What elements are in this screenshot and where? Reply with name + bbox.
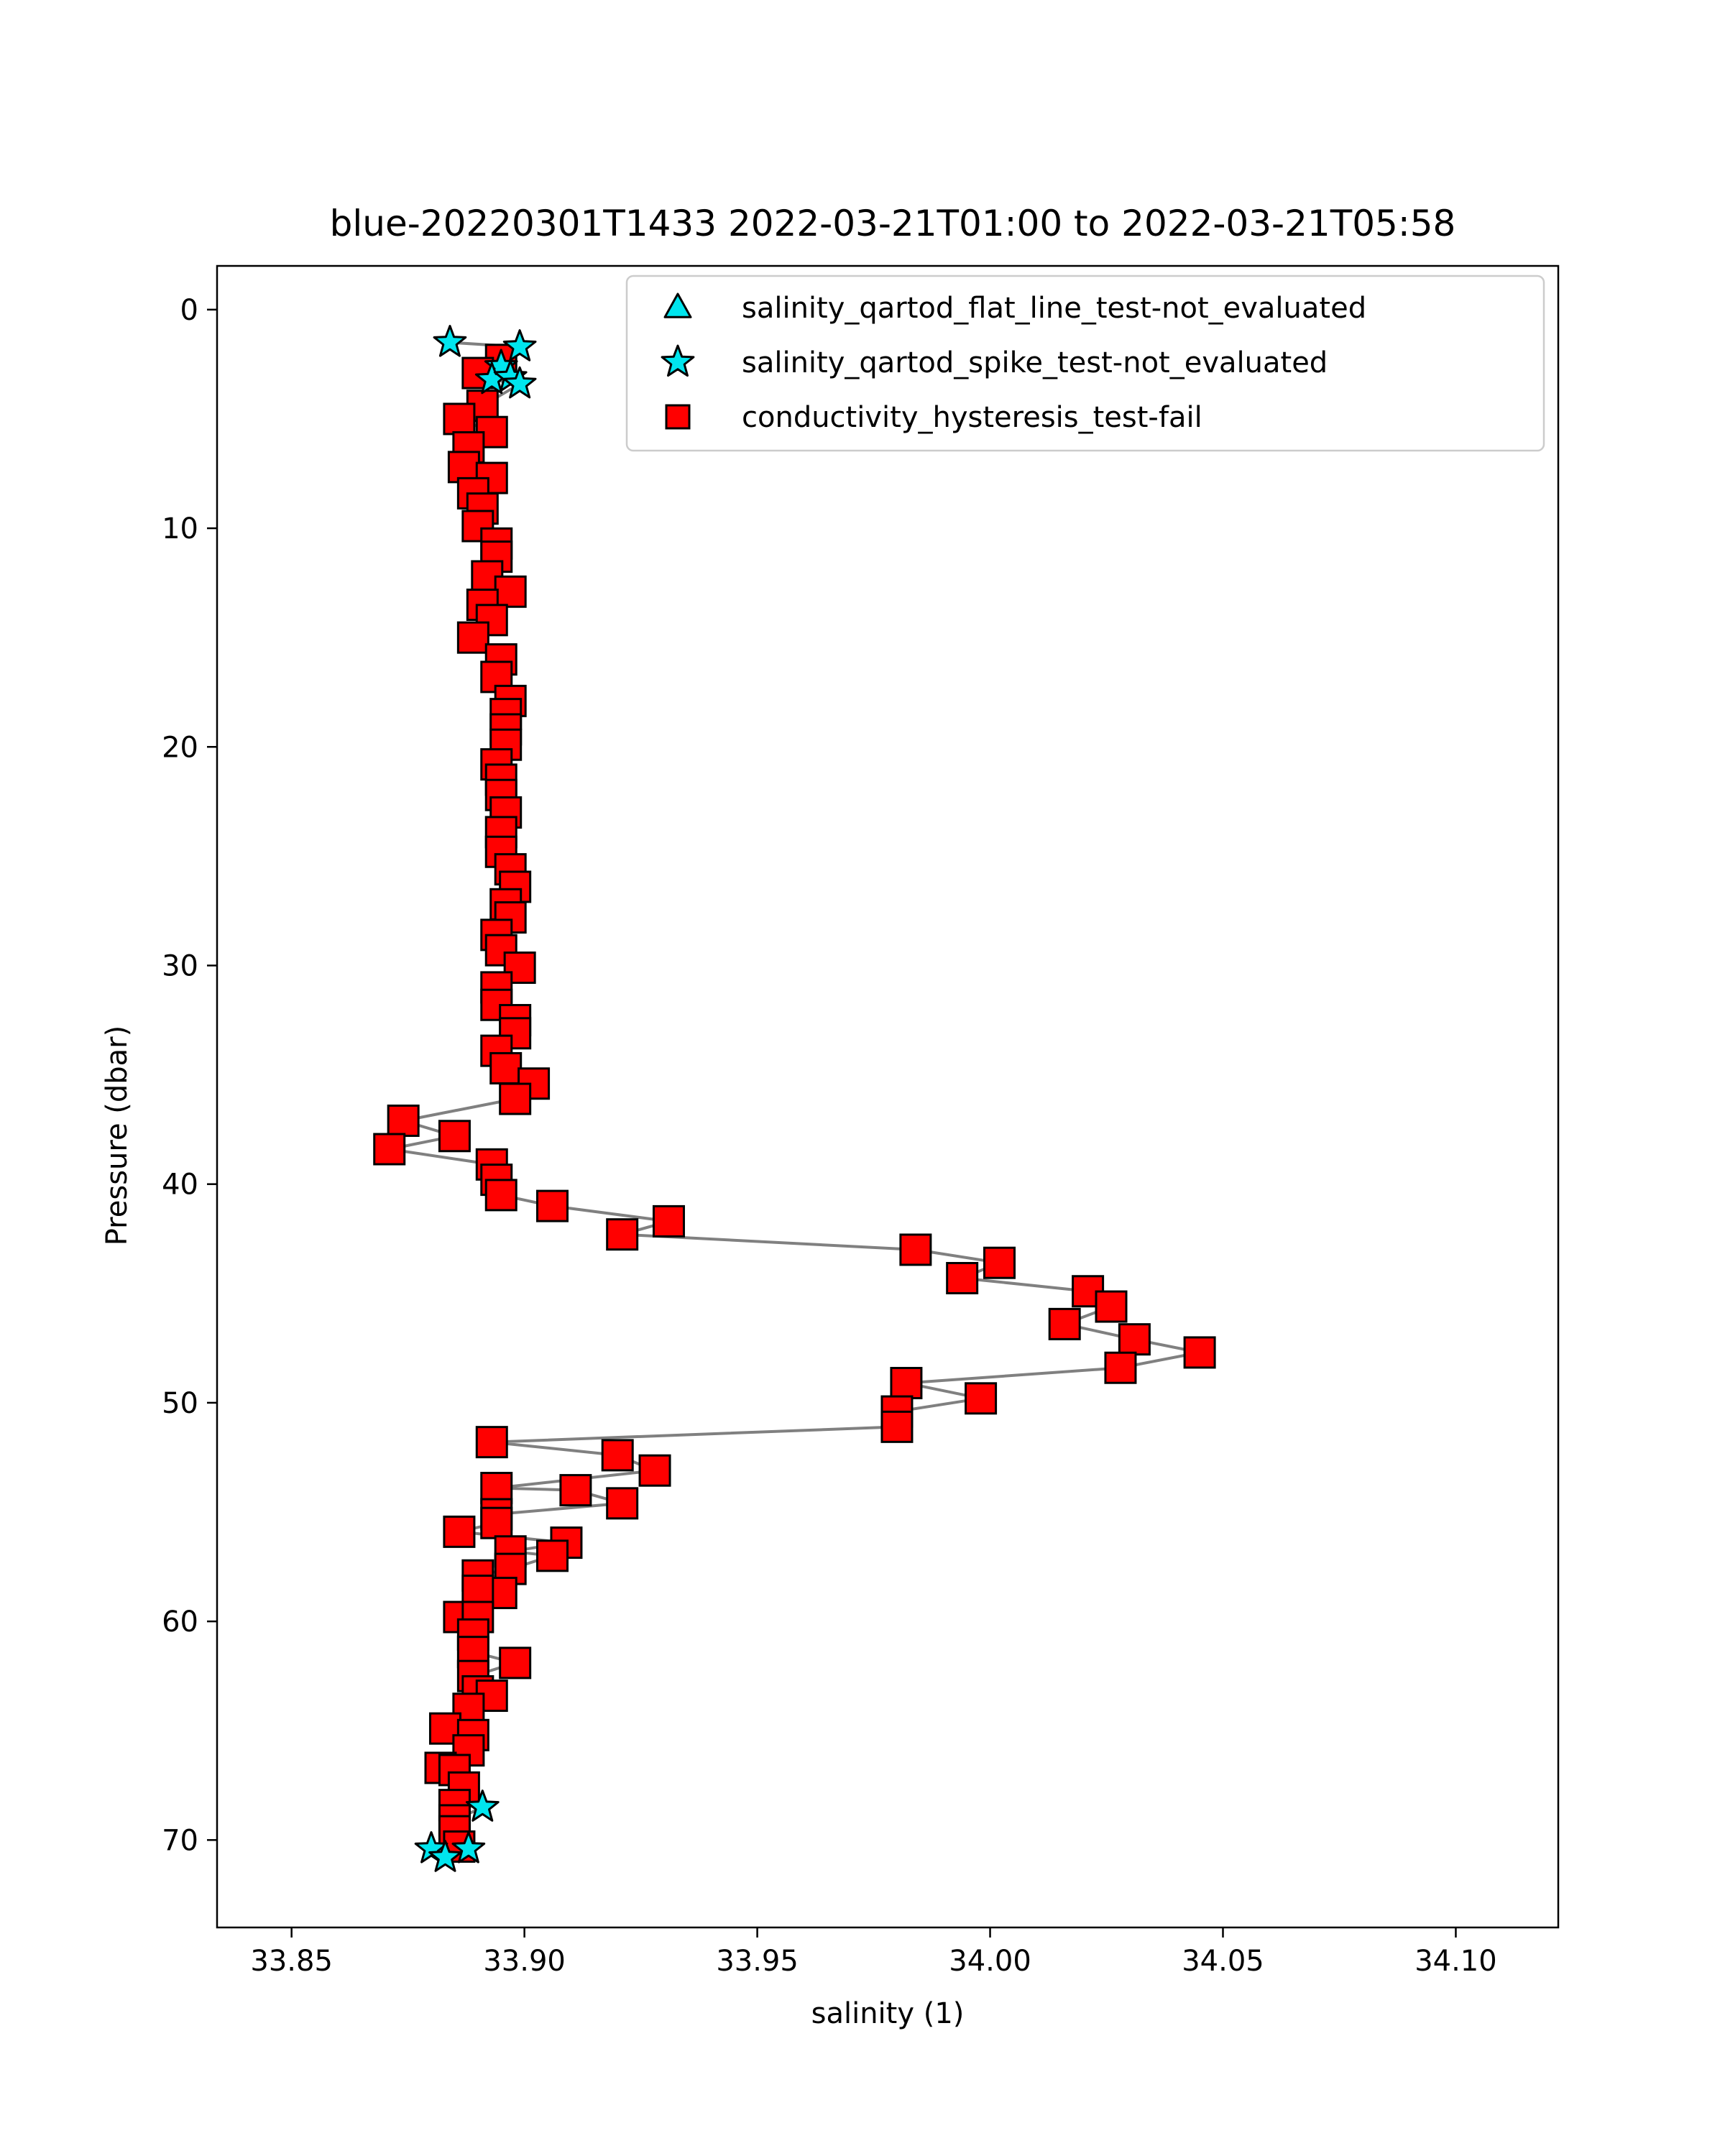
hysteresis-fail-point-55 <box>983 1246 1016 1279</box>
y-tick-label-1: 10 <box>162 512 198 545</box>
spike-not-evaluated-point-6 <box>465 1789 500 1822</box>
y-tick-label-2: 20 <box>162 731 198 764</box>
chart-title: blue-20220301T1433 2022-03-21T01:00 to 2… <box>330 203 1456 244</box>
hysteresis-fail-point-52 <box>652 1204 685 1238</box>
x-tick-label-0: 33.85 <box>250 1945 333 1978</box>
spike-not-evaluated-point-1 <box>502 329 537 361</box>
hysteresis-fail-point-72 <box>606 1487 639 1520</box>
hysteresis-fail-point-53 <box>606 1218 639 1251</box>
spike-not-evaluated-point-8 <box>428 1840 462 1872</box>
hysteresis-fail-point-44 <box>499 1082 532 1115</box>
hysteresis-fail-point-46 <box>438 1120 471 1153</box>
x-axis-label: salinity (1) <box>811 1997 965 2030</box>
legend-star-icon <box>661 344 695 377</box>
axes: 33.85 33.90 33.95 34.00 34.05 34.10 0 10 20 30 40 5… <box>162 264 1560 1978</box>
hysteresis-fail-point-50 <box>484 1179 518 1212</box>
hysteresis-fail-point-77 <box>536 1539 569 1572</box>
hysteresis-fail-point-58 <box>1095 1290 1128 1323</box>
plot-frame <box>216 264 1560 1929</box>
qc-markers <box>373 325 1216 1872</box>
x-tick-label-1: 33.90 <box>483 1945 566 1978</box>
hysteresis-fail-point-62 <box>1104 1351 1137 1384</box>
hysteresis-fail-point-61 <box>1183 1336 1216 1369</box>
hysteresis-fail-point-69 <box>638 1454 671 1487</box>
hysteresis-fail-point-70 <box>559 1474 592 1507</box>
hysteresis-fail-point-75 <box>443 1515 476 1548</box>
y-tick-label-4: 40 <box>162 1169 198 1202</box>
hysteresis-fail-point-67 <box>475 1426 508 1459</box>
hysteresis-fail-point-17 <box>456 621 489 654</box>
legend-label-1: salinity_qartod_spike_test-not_evaluated <box>742 346 1328 379</box>
legend-label-0: salinity_qartod_flat_line_test-not_evalu… <box>742 292 1366 325</box>
spike-not-evaluated-point-0 <box>433 325 467 357</box>
y-tick-label-5: 50 <box>162 1387 198 1420</box>
hysteresis-fail-point-87 <box>499 1646 532 1680</box>
hysteresis-fail-point-63 <box>890 1367 923 1400</box>
spike-not-evaluated-point-9 <box>451 1831 486 1864</box>
hysteresis-fail-point-82 <box>461 1575 494 1608</box>
y-axis-label: Pressure (dbar) <box>101 1026 134 1245</box>
x-tick-label-5: 34.10 <box>1414 1945 1497 1978</box>
y-tick-label-6: 60 <box>162 1606 198 1639</box>
hysteresis-fail-point-4 <box>443 402 476 436</box>
legend-label-2: conductivity_hysteresis_test-fail <box>742 401 1202 434</box>
hysteresis-fail-point-59 <box>1048 1307 1081 1340</box>
legend-triangle-icon <box>663 292 692 318</box>
spike-not-evaluated-point-7 <box>414 1831 448 1864</box>
hysteresis-fail-point-54 <box>899 1233 932 1266</box>
hysteresis-fail-point-42 <box>489 1051 523 1084</box>
hysteresis-fail-point-60 <box>1118 1323 1151 1356</box>
hysteresis-fail-point-68 <box>601 1439 634 1472</box>
legend-square-icon <box>665 404 691 430</box>
hysteresis-fail-point-45 <box>387 1104 420 1137</box>
hysteresis-fail-point-6 <box>447 451 480 484</box>
hysteresis-fail-point-47 <box>373 1133 406 1166</box>
x-tick-label-2: 33.95 <box>716 1945 799 1978</box>
x-tick-label-4: 34.05 <box>1182 1945 1264 1978</box>
spike-not-evaluated-point-5 <box>502 366 537 399</box>
hysteresis-fail-point-14 <box>494 575 527 608</box>
hysteresis-fail-point-74 <box>480 1506 513 1539</box>
hysteresis-fail-point-64 <box>965 1382 998 1415</box>
hysteresis-fail-point-66 <box>880 1410 914 1443</box>
hysteresis-fail-point-92 <box>428 1712 461 1745</box>
x-tick-label-3: 34.00 <box>949 1945 1031 1978</box>
y-tick-label-0: 0 <box>180 294 198 327</box>
legend-box <box>625 275 1545 452</box>
hysteresis-fail-point-51 <box>536 1189 569 1222</box>
hysteresis-fail-point-56 <box>946 1261 979 1294</box>
legend: salinity_qartod_flat_line_test-not_evalu… <box>625 275 1545 452</box>
y-tick-label-7: 70 <box>162 1824 198 1857</box>
y-tick-label-3: 30 <box>162 949 198 982</box>
